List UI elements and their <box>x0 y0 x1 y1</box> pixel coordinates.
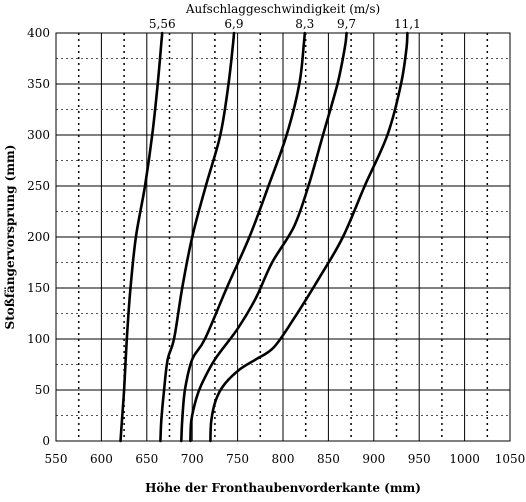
x-tick-label: 650 <box>135 452 158 466</box>
x-tick-labels: 550 600 650 700 750 800 850 900 950 1000 1050 <box>45 452 526 466</box>
series-label: 8,3 <box>295 17 314 31</box>
x-tick-label: 750 <box>226 452 249 466</box>
x-tick-label: 550 <box>45 452 68 466</box>
y-tick-label: 50 <box>35 383 50 397</box>
x-tick-label: 950 <box>408 452 431 466</box>
plot-frame <box>55 32 511 442</box>
series-line <box>209 31 409 443</box>
x-tick-label: 850 <box>317 452 340 466</box>
series-group <box>119 31 409 443</box>
x-tick-label: 800 <box>272 452 295 466</box>
series-line <box>159 31 236 443</box>
y-tick-label: 250 <box>27 179 50 193</box>
x-tick-label: 1050 <box>495 452 526 466</box>
x-tick-label: 1000 <box>449 452 480 466</box>
y-tick-label: 300 <box>27 128 50 142</box>
y-tick-label: 400 <box>27 26 50 40</box>
y-tick-label: 200 <box>27 230 50 244</box>
y-tick-label: 0 <box>42 434 50 448</box>
y-tick-label: 350 <box>27 77 50 91</box>
x-axis-label: Höhe der Fronthaubenvorderkante (mm) <box>145 481 421 495</box>
x-tick-label: 900 <box>362 452 385 466</box>
x-tick-label: 700 <box>181 452 204 466</box>
series-line <box>189 31 348 443</box>
chart-title: Aufschlaggeschwindigkeit (m/s) <box>185 2 380 16</box>
series-label: 11,1 <box>394 17 421 31</box>
series-labels: 5,56 6,9 8,3 9,7 11,1 <box>149 17 421 31</box>
y-tick-label: 100 <box>27 332 50 346</box>
series-label: 6,9 <box>224 17 243 31</box>
y-axis-label: Stoßfängervorsprung (mm) <box>3 145 17 330</box>
series-label: 5,56 <box>149 17 176 31</box>
series-label: 9,7 <box>337 17 356 31</box>
y-tick-labels: 0 50 100 150 200 250 300 350 400 <box>27 26 50 448</box>
series-line <box>119 31 164 443</box>
y-tick-label: 150 <box>27 281 50 295</box>
series-line <box>180 31 307 443</box>
x-tick-label: 600 <box>90 452 113 466</box>
